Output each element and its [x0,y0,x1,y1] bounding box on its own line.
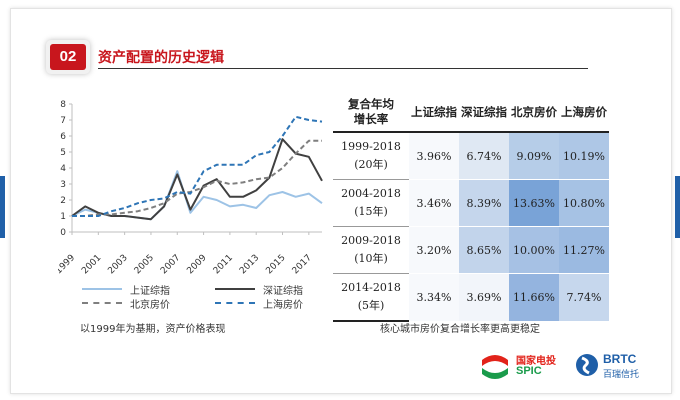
x-tick-label: 2001 [80,253,103,276]
y-tick-label: 6 [60,132,66,142]
value-cell-shenzhen-index: 8.39% [459,179,509,227]
series-line-1 [71,138,323,221]
table-row: 2014-2018 (5年) 3.34% 3.69% 11.66% 7.74% [333,273,609,322]
period-years: (15年) [354,205,388,218]
legend-label: 上证综指 [130,286,170,297]
value-cell-shanghai-housing: 10.80% [559,179,609,227]
y-tick-label: 8 [60,100,66,110]
value-cell-shenzhen-index: 3.69% [459,273,509,322]
x-tick-label: 2011 [212,253,235,276]
value-cell-beijing-housing: 9.09% [509,132,559,180]
value-cell-shanghai-housing: 10.19% [559,132,609,180]
y-tick-label: 0 [60,228,66,238]
brtc-emblem-icon [576,354,598,376]
y-tick-label: 1 [60,212,66,222]
value-cell-beijing-housing: 11.66% [509,273,559,322]
value-cell-shanghai-housing: 7.74% [559,273,609,322]
left-accent-bar [0,176,5,238]
x-tick-label: 2003 [106,253,129,276]
series-line-0 [71,170,323,221]
period-cell: 2009-2018 (10年) [333,226,409,274]
spic-name-en: SPIC [516,365,542,377]
period-cell: 1999-2018 (20年) [333,132,409,180]
right-accent-bar [675,176,680,238]
legend-label: 深证综指 [263,286,303,297]
brtc-name-cn: 百瑞信托 [603,370,640,380]
period-years: (20年) [354,158,388,171]
y-tick-label: 5 [60,148,66,158]
series-line-2 [72,139,322,217]
y-tick-label: 7 [60,116,66,126]
period-cell: 2004-2018 (15年) [333,179,409,227]
header-shenzhen-index: 深证综指 [459,93,509,133]
legend-swatch [82,288,122,290]
table-caption: 核心城市房价复合增长率更高更稳定 [380,324,540,335]
table-row: 2004-2018 (15年) 3.46% 8.39% 13.63% 10.80% [333,179,609,227]
y-tick-label: 3 [60,180,66,190]
header-cagr-line2: 增长率 [353,112,389,126]
legend-label: 北京房价 [130,300,170,311]
legend-label: 上海房价 [263,300,303,311]
period-range: 2004-2018 [341,187,401,200]
value-cell-shanghai-index: 3.96% [409,132,459,180]
period-range: 2014-2018 [341,281,401,294]
x-tick-label: 2015 [264,253,287,276]
value-cell-beijing-housing: 13.63% [509,179,559,227]
x-tick-label: 1999 [58,253,77,276]
series-line-3 [72,115,323,217]
value-cell-beijing-housing: 10.00% [509,226,559,274]
table-row: 2009-2018 (10年) 3.20% 8.65% 10.00% 11.27% [333,226,609,274]
value-cell-shenzhen-index: 6.74% [459,132,509,180]
value-cell-shanghai-index: 3.34% [409,273,459,322]
period-cell: 2014-2018 (5年) [333,273,409,322]
period-range: 2009-2018 [341,234,401,247]
title-divider [98,68,588,69]
cagr-table: 复合年均 增长率 上证综指 深证综指 北京房价 上海房价 1999-2018 (2… [333,93,609,322]
period-range: 1999-2018 [341,140,401,153]
chart-caption: 以1999年为基期，资产价格表现 [80,324,226,335]
y-tick-label: 2 [60,196,66,206]
section-number-badge: 02 [50,44,86,70]
header-beijing-housing: 北京房价 [509,93,559,133]
value-cell-shenzhen-index: 8.65% [459,226,509,274]
x-tick-label: 2005 [133,253,156,276]
header-cagr-line1: 复合年均 [348,97,394,111]
legend-swatch [215,288,255,290]
value-cell-shanghai-index: 3.46% [409,179,459,227]
brtc-name-en: BRTC [603,352,637,366]
value-cell-shanghai-index: 3.20% [409,226,459,274]
legend-swatch [215,302,255,304]
header-shanghai-housing: 上海房价 [559,93,609,133]
x-tick-label: 2007 [159,253,182,276]
value-cell-shanghai-housing: 11.27% [559,226,609,274]
legend-swatch [82,302,122,304]
header-shanghai-index: 上证综指 [409,93,459,133]
x-tick-label: 2009 [185,253,208,276]
x-tick-label: 2013 [238,253,261,276]
spic-name-cn: 国家电投 [516,356,556,367]
header-cagr: 复合年均 增长率 [333,93,409,133]
x-tick-label: 2017 [291,253,314,276]
period-years: (5年) [357,299,385,312]
spic-emblem-icon [482,355,508,379]
section-title: 资产配置的历史逻辑 [98,50,224,66]
table-row: 1999-2018 (20年) 3.96% 6.74% 9.09% 10.19% [333,132,609,180]
y-tick-label: 4 [60,164,66,174]
period-years: (10年) [354,252,388,265]
table-header-row: 复合年均 增长率 上证综指 深证综指 北京房价 上海房价 [333,93,609,133]
